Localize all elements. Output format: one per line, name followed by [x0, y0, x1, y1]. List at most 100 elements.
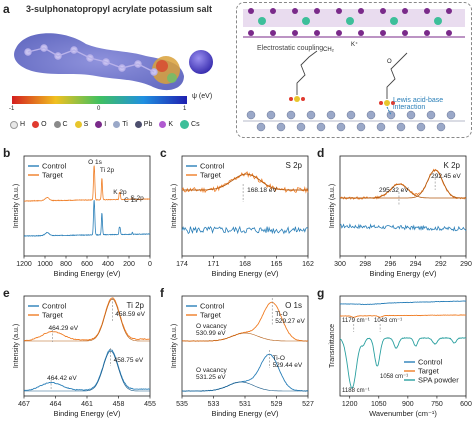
f-control-vacancy-fit	[182, 381, 308, 392]
g-control-line	[340, 300, 467, 306]
g-ylabel: Transmittance	[329, 324, 336, 368]
c-target-line	[181, 171, 309, 194]
e-control-fit	[24, 350, 150, 392]
chart-c-s2p: 174 171 168 165 162 Binding Energy (eV) Intens…	[171, 155, 314, 278]
f-annotation: Ti-O	[273, 355, 285, 362]
g-legend-label: Control	[418, 358, 443, 367]
b-xtick-label: 400	[102, 261, 114, 268]
colorbar-tick-max: 1	[183, 106, 187, 112]
b-xtick-label: 200	[123, 261, 135, 268]
b-annotation: O 1s	[88, 159, 102, 166]
ch2-label: CH₂	[323, 47, 334, 53]
potassium-ion	[189, 50, 213, 74]
e-xtick-label: 464	[50, 401, 62, 408]
f-xtick-label: 527	[302, 401, 314, 408]
f-xtick-label: 533	[208, 401, 220, 408]
b-annotation: K 2p	[113, 189, 127, 196]
e-legend-label: Target	[42, 311, 64, 320]
o-label: O	[387, 59, 392, 65]
atom-k-icon	[159, 121, 167, 128]
e-target-fit	[24, 298, 150, 342]
b-annotation: C 1s	[124, 197, 138, 204]
interface-schematic: Electrostatic coupling K⁺ CH₂ O Lewis ac…	[236, 2, 472, 138]
e-annotation: Ti 2p	[127, 301, 145, 310]
d-annotation: 295.32 eV	[379, 187, 409, 194]
f-legend-label: Control	[200, 302, 225, 311]
atom-c-icon	[53, 121, 61, 128]
f-xtick-label: 535	[176, 401, 188, 408]
b-ylabel: Intensity (a.u.)	[13, 184, 20, 228]
f-annotation: O vacancy	[196, 367, 227, 374]
f-ylabel: Intensity (a.u.)	[171, 324, 178, 368]
b-legend-label: Control	[42, 162, 67, 171]
colorbar-tick-mid: 0	[97, 106, 101, 112]
e-xtick-label: 467	[18, 401, 30, 408]
g-annotation: 1188 cm⁻¹	[342, 388, 370, 394]
esp-molecule-figure	[14, 33, 213, 91]
e-xlabel: Binding Energy (eV)	[53, 409, 121, 418]
b-control-line	[23, 200, 151, 237]
b-xtick-label: 1000	[37, 261, 53, 268]
esp-colorbar	[12, 96, 187, 104]
g-xtick-label: 1050	[371, 401, 387, 408]
legend-ti: Ti	[122, 121, 128, 128]
f-annotation: Ti-O	[275, 311, 287, 318]
d-xtick-label: 290	[460, 261, 472, 268]
c-xtick-label: 165	[271, 261, 283, 268]
d-xtick-label: 292	[435, 261, 447, 268]
legend-c: C	[62, 121, 68, 128]
b-annotation: Ti 2p	[100, 167, 115, 174]
c-xtick-label: 171	[208, 261, 220, 268]
esp-surface	[14, 33, 185, 91]
molecule-title: 3-sulphonatopropyl acrylate potassium sa…	[26, 4, 213, 14]
c-annotation: 168.18 eV	[247, 187, 277, 194]
atom-h-icon	[10, 120, 18, 129]
f-xtick-label: 531	[239, 401, 251, 408]
d-xtick-label: 300	[334, 261, 346, 268]
e-control-line	[23, 349, 151, 392]
g-xtick-label: 1200	[342, 401, 358, 408]
e-annotation: 464.42 eV	[47, 375, 77, 382]
c-xtick-label: 168	[239, 261, 251, 268]
panel-e-label: e	[3, 286, 10, 300]
g-annotation: 1058 cm⁻¹	[380, 374, 408, 380]
atom-s-icon	[74, 121, 82, 128]
b-legend-label: Target	[42, 171, 64, 180]
chart-d-k2p: 300 298 296 294 292 290 Binding Energy (eV) Int…	[329, 155, 472, 278]
d-annotation: K 2p	[444, 161, 461, 170]
c-legend-label: Control	[200, 162, 225, 171]
d-xtick-label: 294	[410, 261, 422, 268]
e-target-line	[23, 297, 150, 342]
atom-ti-icon	[113, 121, 121, 128]
c-legend-label: Target	[200, 171, 222, 180]
b-xtick-label: 600	[81, 261, 93, 268]
atom-cs-icon	[180, 120, 190, 129]
e-xtick-label: 458	[113, 401, 125, 408]
lewis-label: Lewis acid-base interaction	[393, 97, 444, 111]
chart-f-o1s: 535 533 531 529 527 Binding Energy (eV) Intens…	[171, 295, 314, 418]
panel-d-label: d	[317, 146, 325, 160]
e-xtick-label: 455	[144, 401, 156, 408]
legend-pb: Pb	[143, 121, 153, 128]
d-ylabel: Intensity (a.u.)	[329, 184, 336, 228]
legend-s: S	[83, 121, 89, 128]
c-control-line	[181, 225, 309, 235]
panel-a-label: a	[3, 2, 10, 16]
g-xtick-label: 600	[460, 401, 472, 408]
c-xlabel: Binding Energy (eV)	[211, 269, 279, 278]
atom-i-icon	[95, 121, 103, 128]
f-target-vacancy-fit	[182, 332, 308, 342]
f-xtick-label: 529	[271, 401, 283, 408]
g-spa-line	[339, 337, 467, 389]
f-legend-label: Target	[200, 311, 222, 320]
b-xtick-label: 0	[148, 261, 152, 268]
c-target-fit	[182, 173, 308, 191]
f-annotation: O vacancy	[196, 323, 227, 330]
legend-k: K	[168, 121, 174, 128]
g-legend-label: Target	[418, 367, 440, 376]
b-annotation: S 2p	[130, 195, 144, 202]
c-annotation: S 2p	[286, 161, 303, 170]
e-annotation: 458.59 eV	[115, 311, 145, 318]
g-annotation: 1043 cm⁻¹	[374, 318, 402, 324]
d-xlabel: Binding Energy (eV)	[369, 269, 437, 278]
